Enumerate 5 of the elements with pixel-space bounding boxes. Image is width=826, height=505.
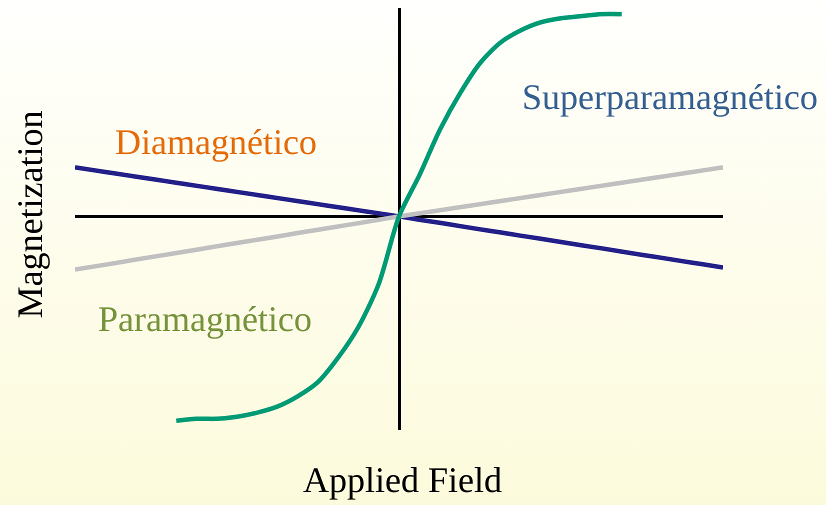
- x-axis-title: Applied Field: [303, 460, 502, 500]
- series-label: Paramagnético: [98, 299, 312, 339]
- series-label: Diamagnético: [115, 122, 317, 162]
- series-label: Superparamagnético: [522, 77, 818, 117]
- y-axis-title: Magnetization: [10, 110, 50, 318]
